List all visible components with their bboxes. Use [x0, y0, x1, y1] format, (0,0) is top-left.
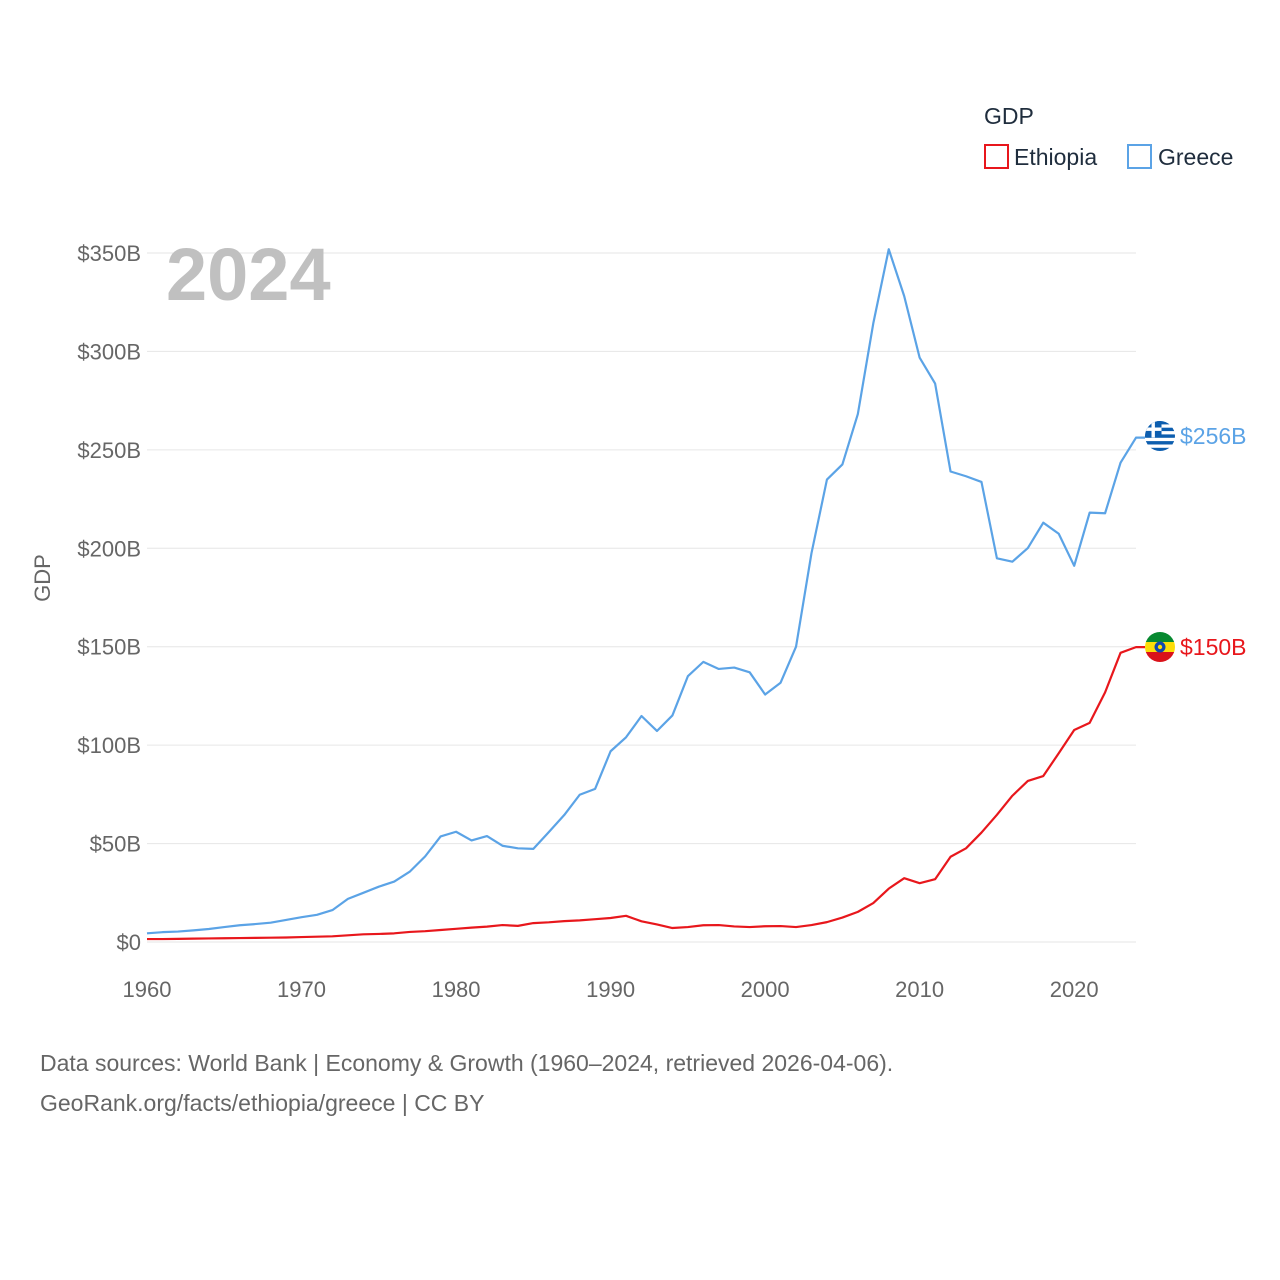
y-tick-label: $350B — [77, 241, 141, 266]
x-tick-label: 2010 — [895, 977, 944, 1002]
y-axis-ticks: $0 $50B $100B $150B $200B $250B $300B $350B — [77, 241, 141, 955]
x-tick-label: 1970 — [277, 977, 326, 1002]
y-tick-label: $150B — [77, 635, 141, 660]
legend-swatch-greece — [1127, 144, 1152, 169]
y-tick-label: $300B — [77, 339, 141, 364]
legend-title: GDP — [984, 103, 1034, 129]
x-tick-label: 1990 — [586, 977, 635, 1002]
x-tick-label: 1980 — [432, 977, 481, 1002]
series-lines — [146, 248, 1145, 941]
ethiopia-flag-icon — [1145, 632, 1175, 662]
year-watermark: 2024 — [166, 233, 331, 316]
y-tick-label: $50B — [90, 832, 141, 857]
series-line-greece — [146, 248, 1145, 935]
greece-flag-icon — [1145, 421, 1175, 451]
y-tick-label: $200B — [77, 536, 141, 561]
legend-swatch-ethiopia — [984, 144, 1009, 169]
x-tick-label: 1960 — [123, 977, 172, 1002]
source-line-2: GeoRank.org/facts/ethiopia/greece | CC B… — [40, 1090, 485, 1116]
x-tick-label: 2000 — [741, 977, 790, 1002]
y-tick-label: $0 — [117, 930, 141, 955]
greece-end-value-label: $256B — [1180, 423, 1247, 449]
legend-label-ethiopia: Ethiopia — [1014, 144, 1097, 170]
legend-label-greece: Greece — [1158, 144, 1233, 170]
y-axis-title: GDP — [30, 554, 55, 602]
y-tick-label: $100B — [77, 733, 141, 758]
source-note: Data sources: World Bank | Economy & Gro… — [40, 1043, 893, 1123]
x-tick-label: 2020 — [1050, 977, 1099, 1002]
ethiopia-end-value-label: $150B — [1180, 634, 1247, 660]
series-line-ethiopia — [147, 646, 1145, 941]
source-line-1: Data sources: World Bank | Economy & Gro… — [40, 1050, 894, 1076]
gridlines — [147, 252, 1136, 943]
y-tick-label: $250B — [77, 438, 141, 463]
legend: GDP Ethiopia Greece — [984, 103, 1233, 170]
gdp-line-chart: $0 $50B $100B $150B $200B $250B $300B $350B 196… — [30, 103, 1247, 1002]
x-axis-ticks: 1960 1970 1980 1990 2000 2010 2020 — [123, 977, 1099, 1002]
